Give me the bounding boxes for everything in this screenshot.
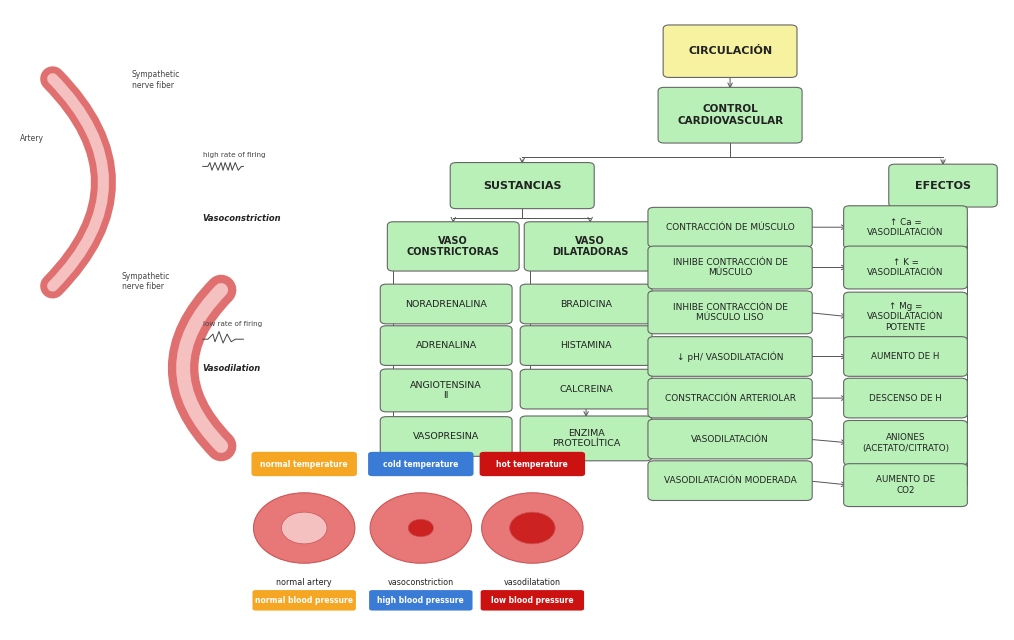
Text: CIRCULACIÓN: CIRCULACIÓN [689, 46, 772, 56]
FancyBboxPatch shape [844, 337, 967, 376]
Text: AUMENTO DE
CO2: AUMENTO DE CO2 [876, 476, 935, 495]
FancyBboxPatch shape [380, 417, 512, 456]
Text: BRADICINA: BRADICINA [560, 300, 612, 308]
FancyBboxPatch shape [648, 419, 812, 459]
FancyBboxPatch shape [844, 205, 967, 249]
Text: Sympathetic
nerve fiber: Sympathetic nerve fiber [132, 70, 180, 90]
FancyBboxPatch shape [450, 163, 594, 209]
Text: VASO
DILATADORAS: VASO DILATADORAS [552, 236, 629, 257]
Text: high blood pressure: high blood pressure [377, 596, 464, 605]
Text: normal artery: normal artery [277, 578, 332, 587]
Text: Artery: Artery [20, 134, 45, 143]
FancyBboxPatch shape [844, 378, 967, 418]
Text: ANIONES
(ACETATO/CITRATO): ANIONES (ACETATO/CITRATO) [862, 433, 949, 452]
Ellipse shape [408, 519, 434, 537]
FancyBboxPatch shape [369, 590, 473, 611]
Text: INHIBE CONTRACCIÓN DE
MÚSCULO LISO: INHIBE CONTRACCIÓN DE MÚSCULO LISO [672, 303, 788, 322]
FancyBboxPatch shape [520, 369, 652, 409]
FancyBboxPatch shape [844, 420, 967, 465]
Text: vasoconstriction: vasoconstriction [387, 578, 454, 587]
FancyBboxPatch shape [520, 326, 652, 365]
FancyBboxPatch shape [889, 164, 998, 207]
Text: NORADRENALINA: NORADRENALINA [406, 300, 487, 308]
Text: AUMENTO DE H: AUMENTO DE H [871, 352, 940, 361]
Text: ANGIOTENSINA
II: ANGIOTENSINA II [411, 381, 482, 400]
Text: CALCREINA: CALCREINA [559, 385, 613, 394]
Ellipse shape [254, 493, 355, 563]
FancyBboxPatch shape [480, 452, 585, 476]
Text: ↑ K =
VASODILATACIÓN: ↑ K = VASODILATACIÓN [867, 258, 944, 277]
FancyBboxPatch shape [524, 222, 656, 271]
FancyBboxPatch shape [648, 337, 812, 376]
Ellipse shape [510, 512, 556, 544]
Text: Vasodilation: Vasodilation [203, 364, 261, 373]
Text: SUSTANCIAS: SUSTANCIAS [483, 180, 562, 191]
Text: CONTROL
CARDIOVASCULAR: CONTROL CARDIOVASCULAR [677, 104, 783, 126]
Text: low blood pressure: low blood pressure [491, 596, 574, 605]
Text: normal temperature: normal temperature [261, 460, 348, 468]
FancyBboxPatch shape [252, 590, 356, 611]
Text: Vasoconstriction: Vasoconstriction [203, 214, 282, 223]
Text: VASOPRESINA: VASOPRESINA [413, 432, 480, 441]
FancyBboxPatch shape [648, 246, 812, 289]
Text: Sympathetic
nerve fiber: Sympathetic nerve fiber [122, 272, 170, 291]
Text: VASODILATACIÓN: VASODILATACIÓN [692, 435, 769, 444]
FancyBboxPatch shape [387, 222, 519, 271]
Text: ↑ Ca =
VASODILATACIÓN: ↑ Ca = VASODILATACIÓN [867, 218, 944, 237]
FancyBboxPatch shape [380, 369, 512, 412]
FancyBboxPatch shape [251, 452, 357, 476]
FancyBboxPatch shape [368, 452, 474, 476]
FancyBboxPatch shape [520, 284, 652, 324]
Text: ENZIMA
PROTEOLÍTICA: ENZIMA PROTEOLÍTICA [552, 429, 621, 448]
FancyBboxPatch shape [380, 326, 512, 365]
Text: DESCENSO DE H: DESCENSO DE H [869, 394, 942, 403]
Text: CONTRACCIÓN DE MÚSCULO: CONTRACCIÓN DE MÚSCULO [666, 223, 794, 232]
FancyBboxPatch shape [520, 416, 652, 461]
Text: ↓ pH/ VASODILATACIÓN: ↓ pH/ VASODILATACIÓN [676, 351, 784, 362]
Text: vasodilatation: vasodilatation [504, 578, 561, 587]
FancyBboxPatch shape [648, 207, 812, 247]
FancyBboxPatch shape [844, 464, 967, 507]
Ellipse shape [370, 493, 472, 563]
Text: CONSTRACCIÓN ARTERIOLAR: CONSTRACCIÓN ARTERIOLAR [664, 394, 796, 403]
Ellipse shape [482, 493, 583, 563]
FancyBboxPatch shape [844, 246, 967, 289]
FancyBboxPatch shape [648, 461, 812, 500]
Text: cold temperature: cold temperature [383, 460, 458, 468]
Text: normal blood pressure: normal blood pressure [256, 596, 353, 605]
Text: high rate of firing: high rate of firing [203, 152, 266, 158]
Ellipse shape [282, 512, 327, 544]
Text: VASODILATACIÓN MODERADA: VASODILATACIÓN MODERADA [664, 476, 796, 485]
FancyBboxPatch shape [648, 291, 812, 334]
FancyBboxPatch shape [481, 590, 584, 611]
Text: VASO
CONSTRICTORAS: VASO CONSTRICTORAS [407, 236, 500, 257]
Text: EFECTOS: EFECTOS [915, 180, 971, 191]
FancyBboxPatch shape [663, 25, 797, 77]
FancyBboxPatch shape [658, 88, 802, 143]
FancyBboxPatch shape [380, 284, 512, 324]
Text: INHIBE CONTRACCIÓN DE
MÚSCULO: INHIBE CONTRACCIÓN DE MÚSCULO [672, 258, 788, 277]
FancyBboxPatch shape [844, 292, 967, 342]
FancyBboxPatch shape [648, 378, 812, 418]
Text: ↑ Mg =
VASODILATACIÓN
POTENTE: ↑ Mg = VASODILATACIÓN POTENTE [867, 302, 944, 332]
Text: low rate of firing: low rate of firing [203, 321, 262, 328]
Text: HISTAMINA: HISTAMINA [561, 341, 611, 350]
Text: ADRENALINA: ADRENALINA [416, 341, 477, 350]
Text: hot temperature: hot temperature [497, 460, 568, 468]
